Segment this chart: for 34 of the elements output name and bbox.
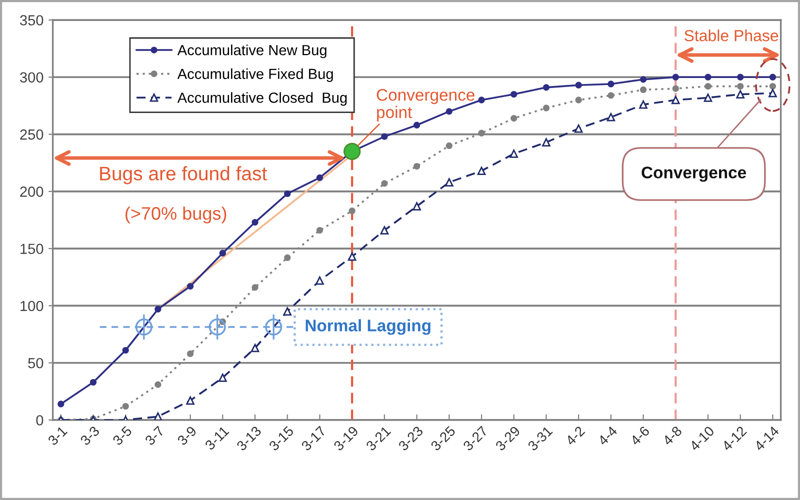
x-tick-label: 4-10 — [688, 426, 715, 452]
annotation: Normal Lagging — [306, 319, 430, 335]
annotation: Stable Phase — [684, 30, 778, 42]
x-tick-label: 3-9 — [176, 426, 198, 446]
x-tick-label: 3-11 — [204, 426, 230, 451]
y-tick-label: 50 — [28, 358, 44, 368]
x-tick-label: 3-29 — [494, 426, 521, 452]
y-tick-label: 300 — [20, 72, 44, 83]
annotation: (>70% bugs) — [126, 206, 226, 224]
legend-label: Accumulative Closed Bug — [177, 92, 347, 106]
x-tick-label: 4-2 — [564, 426, 586, 446]
x-tick-label: 3-7 — [144, 426, 165, 446]
y-tick-label: 0 — [36, 415, 44, 426]
y-tick-label: 350 — [20, 15, 44, 26]
x-tick-label: 3-21 — [365, 426, 392, 452]
legend-label: Accumulative New Bug — [177, 44, 326, 58]
x-tick-label: 3-31 — [527, 426, 553, 452]
legend-label: Accumulative Fixed Bug — [177, 68, 333, 82]
x-tick-label: 4-14 — [754, 426, 780, 452]
x-tick-label: 3-19 — [333, 426, 359, 452]
annotation: Bugs are found fast — [100, 166, 267, 184]
x-tick-label: 3-5 — [112, 426, 132, 446]
x-tick-label: 4-12 — [721, 426, 747, 452]
x-tick-label: 4-8 — [662, 426, 682, 446]
x-tick-label: 4-6 — [630, 426, 650, 446]
y-tick-label: 150 — [20, 244, 44, 254]
y-tick-label: 250 — [20, 129, 44, 140]
x-tick-label: 3-1 — [47, 426, 68, 446]
annotation: Convergence point — [376, 89, 474, 122]
annotation: Convergence — [642, 166, 746, 182]
y-tick-label: 100 — [20, 300, 44, 312]
x-tick-label: 3-3 — [80, 426, 100, 446]
x-tick-label: 4-4 — [597, 426, 618, 446]
y-tick-label: 200 — [20, 186, 44, 197]
